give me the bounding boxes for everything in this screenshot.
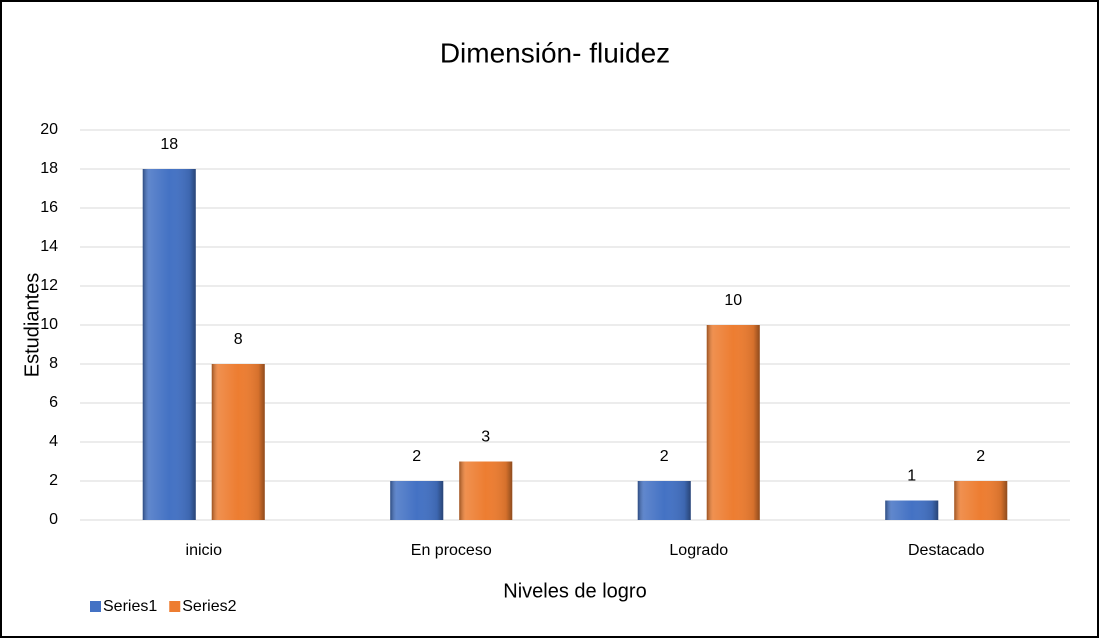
data-label: 2 xyxy=(660,448,669,465)
y-axis-title: Estudiantes xyxy=(21,273,43,378)
x-tick-label: Destacado xyxy=(908,542,985,559)
data-label: 10 xyxy=(724,292,742,309)
y-tick-label: 12 xyxy=(40,277,58,294)
bar xyxy=(954,481,1008,520)
y-tick-label: 10 xyxy=(40,316,58,333)
bar xyxy=(885,500,939,520)
y-tick-label: 8 xyxy=(49,355,58,372)
y-tick-label: 6 xyxy=(49,394,58,411)
bar xyxy=(390,481,444,520)
data-label: 3 xyxy=(481,429,490,446)
y-tick-label: 4 xyxy=(49,433,58,450)
data-label: 2 xyxy=(976,448,985,465)
data-label: 2 xyxy=(412,448,421,465)
y-tick-label: 14 xyxy=(40,238,58,255)
y-tick-label: 16 xyxy=(40,199,58,216)
legend-label: Series2 xyxy=(182,598,236,615)
y-tick-label: 2 xyxy=(49,472,58,489)
legend-swatch xyxy=(90,601,101,612)
bar xyxy=(211,364,265,520)
legend-label: Series1 xyxy=(103,598,157,615)
bar xyxy=(706,325,760,520)
x-tick-label: inicio xyxy=(186,542,223,559)
bar xyxy=(142,169,196,520)
x-tick-label: Logrado xyxy=(669,542,728,559)
data-label: 1 xyxy=(907,468,916,485)
bar xyxy=(459,461,513,520)
y-tick-label: 20 xyxy=(40,121,58,138)
x-axis-title: Niveles de logro xyxy=(503,580,646,602)
data-label: 8 xyxy=(234,331,243,348)
y-tick-label: 18 xyxy=(40,160,58,177)
chart-title: Dimensión- fluidez xyxy=(440,37,670,68)
legend-swatch xyxy=(169,601,181,612)
data-label: 18 xyxy=(160,136,178,153)
y-tick-label: 0 xyxy=(49,511,58,528)
bar xyxy=(637,481,691,520)
x-tick-label: En proceso xyxy=(411,542,492,559)
